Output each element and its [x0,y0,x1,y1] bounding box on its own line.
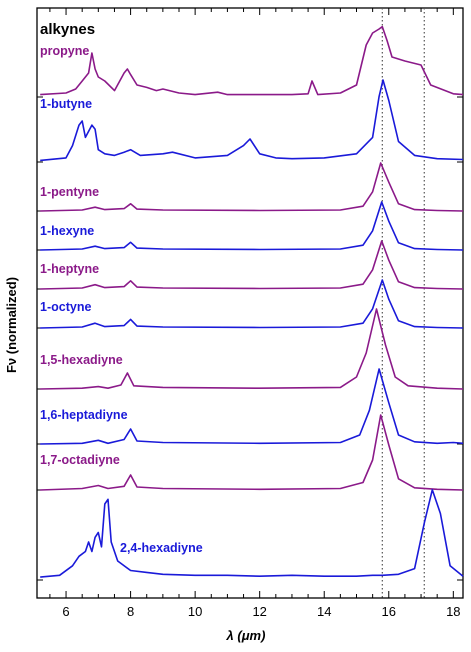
series-line-6 [40,308,464,390]
chart-title: alkynes [40,21,95,38]
series-label-3: 1-hexyne [40,224,94,238]
x-tick-label: 14 [317,604,331,619]
series-label-0: propyne [40,44,89,58]
series-line-7 [40,368,464,445]
x-tick-label: 8 [127,604,134,619]
x-tick-label: 18 [446,604,460,619]
y-axis-label: Fν (normalized) [4,277,19,373]
series-line-1 [40,79,464,162]
series-line-0 [40,25,464,96]
series-line-2 [40,162,464,212]
series-label-9: 2,4-hexadiyne [120,541,203,555]
x-axis-label: λ (μm) [226,628,266,643]
series-label-7: 1,6-heptadiyne [40,408,128,422]
x-tick-label: 16 [382,604,396,619]
series-line-8 [40,414,464,491]
series-line-4 [40,240,464,290]
series-line-9 [40,489,464,578]
x-tick-label: 6 [62,604,69,619]
series-line-3 [40,201,464,251]
series-labels: propyne 1-butyne 1-pentyne 1-hexyne 1-heptyn… [40,44,203,555]
series-label-1: 1-butyne [40,97,92,111]
series-line-5 [40,279,464,329]
series-label-5: 1-octyne [40,300,91,314]
series-lines [40,25,464,578]
series-label-6: 1,5-hexadiyne [40,353,123,367]
series-label-2: 1-pentyne [40,185,99,199]
series-label-8: 1,7-octadiyne [40,453,120,467]
plot-area [36,7,464,599]
reference-lines [381,8,425,598]
series-label-4: 1-heptyne [40,262,99,276]
axis-ticks: 6 8 10 12 14 16 18 [37,8,463,619]
x-tick-label: 12 [252,604,266,619]
x-tick-label: 10 [188,604,202,619]
plot-frame [36,7,464,599]
